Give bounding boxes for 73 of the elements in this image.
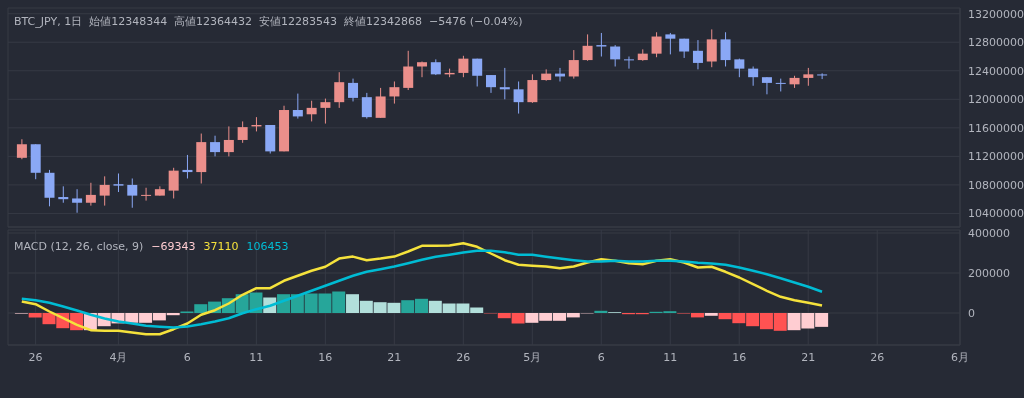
candlestick xyxy=(720,31,731,67)
candlestick xyxy=(375,87,386,119)
candlestick xyxy=(237,120,248,144)
candlestick xyxy=(748,66,759,87)
x-tick-label: 16 xyxy=(732,350,747,364)
candlestick xyxy=(141,187,152,202)
x-tick-label: 26 xyxy=(870,350,885,364)
candlestick xyxy=(761,76,772,95)
x-tick-label: 26 xyxy=(28,350,43,364)
candlestick xyxy=(348,78,359,102)
x-tick-label: 11 xyxy=(249,350,264,364)
candlestick xyxy=(320,98,331,125)
candlestick xyxy=(417,61,428,78)
candlestick xyxy=(692,39,703,70)
candlestick xyxy=(472,58,483,87)
candlestick xyxy=(623,56,634,70)
candlestick xyxy=(306,100,317,122)
x-tick-label: 21 xyxy=(801,350,816,364)
y-tick-label: 0 xyxy=(968,306,975,320)
candlestick xyxy=(334,71,345,109)
candlestick xyxy=(513,80,524,115)
candlestick xyxy=(223,125,234,157)
candlestick xyxy=(499,67,510,100)
text: MACD (12, 26, close, 9) xyxy=(14,240,144,253)
candlestick xyxy=(361,92,372,120)
y-tick-label: 11600000 xyxy=(968,121,1024,135)
text: BTC_JPY, 1日 始値12348344 高値12364432 安値12283543 終値12342868 −5476 (−0.04%) xyxy=(14,14,523,29)
candlestick xyxy=(706,28,717,68)
candlestick xyxy=(85,182,96,207)
candlestick xyxy=(458,55,469,78)
x-tick-label: 6 xyxy=(183,350,191,364)
annotation: 37110 xyxy=(203,240,239,253)
annotation: −69343 xyxy=(151,240,196,253)
y-tick-label: 13200000 xyxy=(968,7,1024,21)
x-tick-label: 6 xyxy=(597,350,605,364)
x-tick-label: 6月 xyxy=(951,350,969,364)
y-tick-label: 11200000 xyxy=(968,150,1024,164)
candlestick xyxy=(72,188,83,214)
x-tick-label: 26 xyxy=(456,350,471,364)
candlestick xyxy=(665,32,676,55)
x-tick-label: 4月 xyxy=(109,350,128,364)
y-tick-label: 12400000 xyxy=(968,64,1024,78)
candlestick xyxy=(292,93,303,120)
y-tick-label: 12000000 xyxy=(968,93,1024,107)
y-tick-label: 200000 xyxy=(968,266,1010,280)
y-tick-label: 10400000 xyxy=(968,207,1024,221)
candlestick xyxy=(99,175,110,207)
x-tick-label: 21 xyxy=(387,350,402,364)
annotation: 106453 xyxy=(246,240,289,253)
candlestick xyxy=(389,80,400,105)
candlestick xyxy=(127,177,138,209)
candlestick xyxy=(168,167,179,199)
y-tick-label: 12800000 xyxy=(968,36,1024,50)
candlestick xyxy=(817,72,828,80)
candlestick xyxy=(16,138,27,160)
candlestick xyxy=(403,50,414,91)
candlestick xyxy=(651,31,662,58)
candlestick xyxy=(58,185,69,204)
y-tick-label: 400000 xyxy=(968,226,1010,240)
candlestick xyxy=(596,32,607,58)
x-tick-label: 16 xyxy=(318,350,333,364)
candlestick xyxy=(182,154,193,179)
bar xyxy=(594,310,608,313)
candlestick xyxy=(210,135,221,157)
candlestick xyxy=(527,73,538,104)
candlestick xyxy=(610,44,621,67)
y-tick-label: 10800000 xyxy=(968,178,1024,192)
x-tick-label: 11 xyxy=(663,350,678,364)
candlestick xyxy=(568,49,579,80)
bar xyxy=(704,313,718,316)
candlestick xyxy=(113,173,124,193)
x-tick-label: 5月 xyxy=(523,350,542,364)
candlestick xyxy=(582,33,593,62)
